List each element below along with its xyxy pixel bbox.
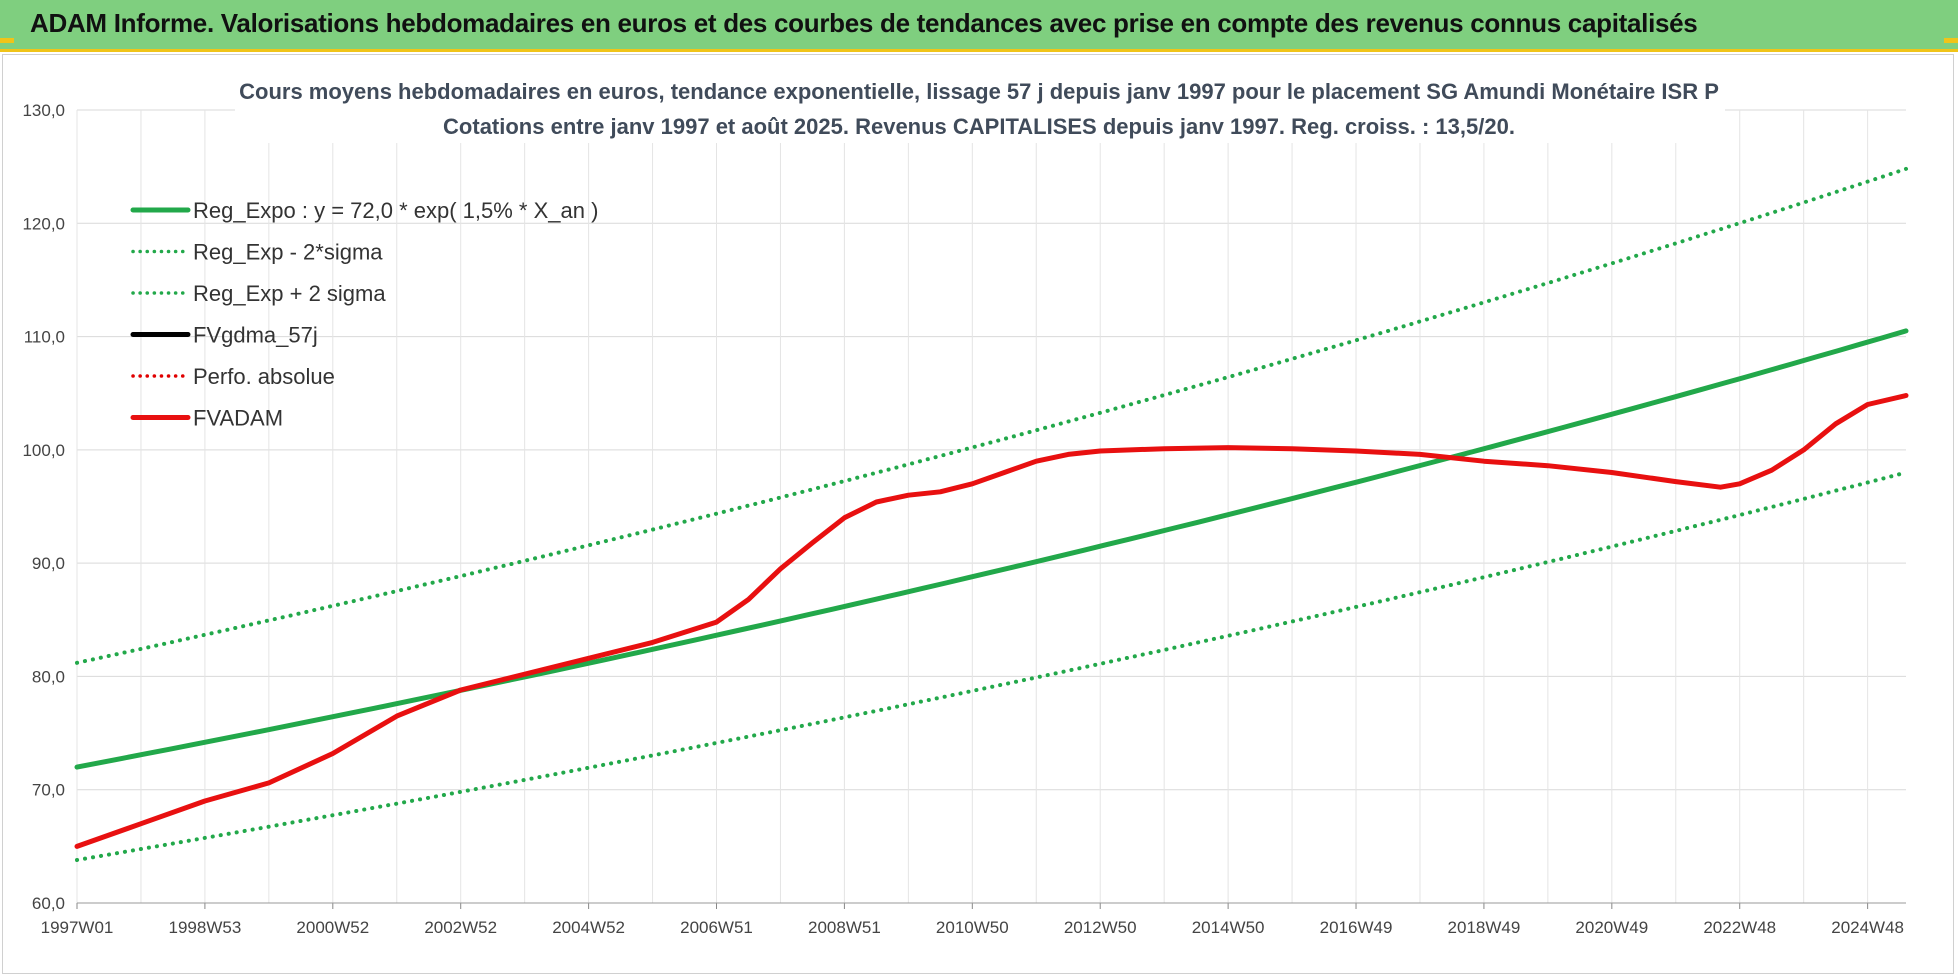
banner-corner-right (1944, 38, 1958, 43)
x-tick-label: 2024W48 (1831, 918, 1904, 937)
chart-grid (76, 109, 1906, 904)
x-tick-label: 2018W49 (1448, 918, 1521, 937)
x-tick-label: 2020W49 (1575, 918, 1648, 937)
x-tick-label: 1997W01 (41, 918, 114, 937)
y-tick-label: 110,0 (24, 328, 65, 347)
series-line-5 (74, 393, 1909, 849)
report-banner: ADAM Informe. Valorisations hebdomadaire… (0, 0, 1958, 52)
title-background (235, 75, 1725, 143)
x-tick-label: 2014W50 (1192, 918, 1265, 937)
chart-title-line-1: Cours moyens hebdomadaires en euros, ten… (239, 79, 1719, 104)
legend-label: FVADAM (193, 406, 283, 431)
chart-axes: 60,0 70,0 80,0 90,0 100,0 110,0 120,0 130,0 1997… (22, 101, 1906, 937)
legend-label: Perfo. absolue (193, 364, 335, 389)
series-line-2 (75, 166, 1908, 665)
legend-label: FVgdma_57j (193, 323, 318, 348)
banner-corner-left (0, 38, 14, 43)
series-layer (74, 166, 1909, 862)
x-tick-label: 2006W51 (680, 918, 753, 937)
legend-label: Reg_Expo : y = 72,0 * exp( 1,5% * X_an ) (193, 198, 598, 223)
y-tick-label: 120,0 (22, 214, 65, 233)
x-tick-label: 2022W48 (1703, 918, 1776, 937)
y-tick-label: 100,0 (22, 441, 65, 460)
x-tick-label: 2002W52 (424, 918, 497, 937)
y-tick-label: 90,0 (32, 554, 65, 573)
x-tick-label: 2000W52 (296, 918, 369, 937)
x-tick-label: 1998W53 (169, 918, 242, 937)
report-title: ADAM Informe. Valorisations hebdomadaire… (30, 8, 1698, 38)
series-line-1 (75, 470, 1908, 862)
chart-title-line-2: Cotations entre janv 1997 et août 2025. … (443, 114, 1515, 139)
y-tick-label: 60,0 (32, 894, 65, 913)
x-tick-label: 2004W52 (552, 918, 625, 937)
x-tick-label: 2010W50 (936, 918, 1009, 937)
x-tick-label: 2008W51 (808, 918, 881, 937)
y-tick-label: 130,0 (22, 101, 65, 120)
y-tick-label: 70,0 (32, 781, 65, 800)
chart-frame: 60,0 70,0 80,0 90,0 100,0 110,0 120,0 130,0 1997… (2, 54, 1954, 974)
chart-legend: Reg_Expo : y = 72,0 * exp( 1,5% * X_an )… (130, 198, 598, 431)
series-line-0 (74, 328, 1909, 770)
line-chart: 60,0 70,0 80,0 90,0 100,0 110,0 120,0 130,0 1997… (22, 75, 1909, 937)
x-tick-label: 2012W50 (1064, 918, 1137, 937)
x-tick-label: 2016W49 (1320, 918, 1393, 937)
y-tick-label: 80,0 (32, 667, 65, 686)
legend-label: Reg_Exp + 2 sigma (193, 281, 386, 306)
legend-label: Reg_Exp - 2*sigma (193, 240, 383, 265)
